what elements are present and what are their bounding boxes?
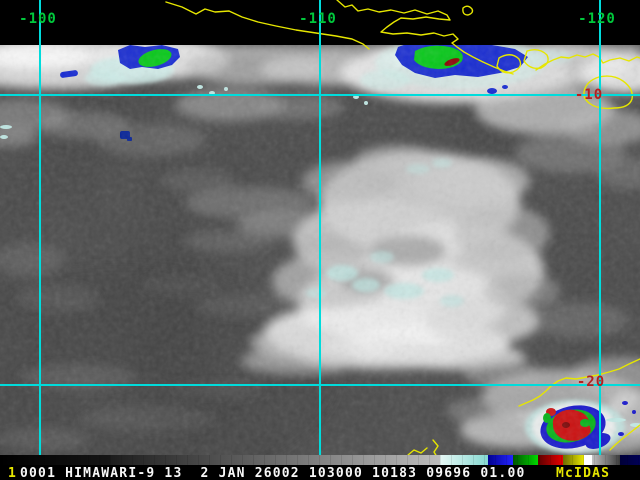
- coastline-island: [462, 5, 474, 16]
- colorbar-segment: [488, 455, 513, 465]
- longitude-label: -110: [299, 11, 337, 27]
- colorbar-segment: [563, 455, 584, 465]
- coastline-path: [165, 1, 370, 50]
- longitude-label: -120: [578, 11, 616, 27]
- colorbar-segment: [584, 455, 592, 465]
- colorbar-segment: [440, 455, 488, 465]
- colorbar-segment: [513, 455, 538, 465]
- satellite-image[interactable]: [0, 45, 640, 455]
- colorbar-segment: [620, 455, 640, 465]
- frame-number: 1: [8, 466, 18, 480]
- longitude-label: -100: [19, 11, 57, 27]
- image-grain: [0, 45, 640, 455]
- mcidas-brand-label: McIDAS: [556, 466, 611, 480]
- image-annotation-text: 0001 HIMAWARI-9 13 2 JAN 26002 103000 10…: [20, 466, 526, 480]
- latitude-label: -20: [576, 374, 606, 390]
- colorbar-segment: [110, 455, 440, 465]
- colorbar-segment: [0, 455, 110, 465]
- colorbar-segment: [538, 455, 563, 465]
- colorbar-segment: [592, 455, 620, 465]
- enhancement-colorbar: [0, 455, 640, 465]
- status-bar: 1 0001 HIMAWARI-9 13 2 JAN 26002 103000 …: [0, 465, 640, 480]
- latitude-label: -10: [574, 87, 604, 103]
